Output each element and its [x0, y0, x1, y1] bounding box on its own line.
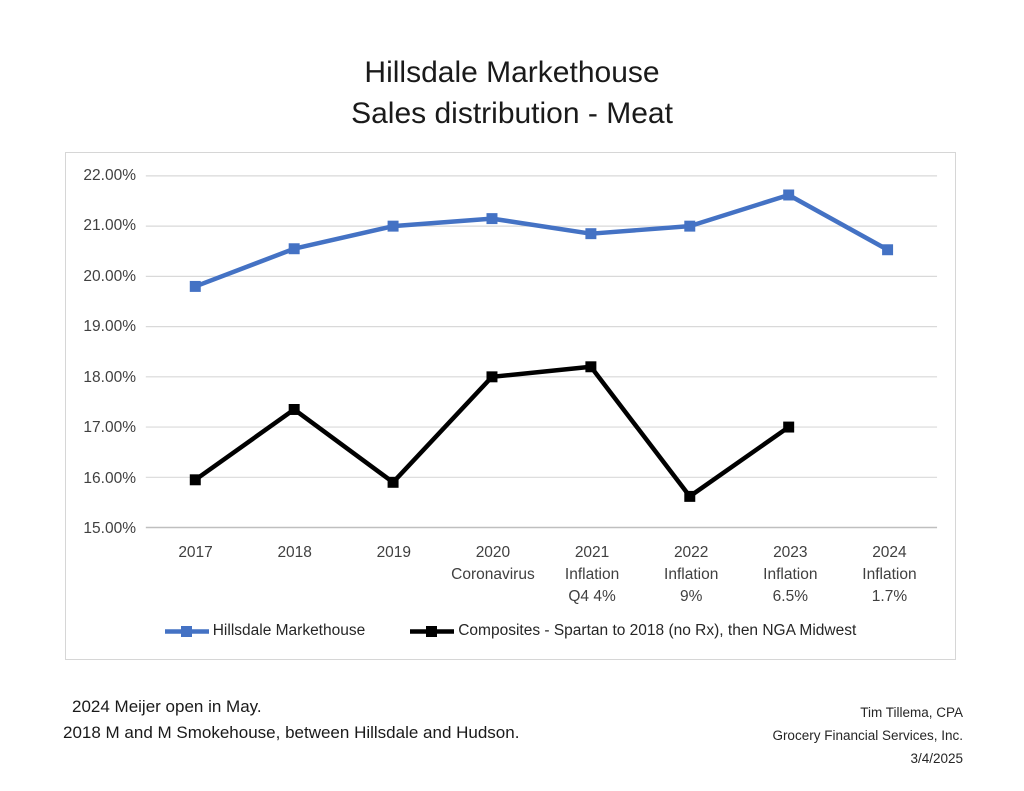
data-point-marker	[585, 361, 597, 373]
x-tick-label: 2023 Inflation 6.5%	[763, 544, 818, 605]
data-point-marker	[189, 474, 201, 486]
chart-title: Hillsdale Markethouse Sales distribution…	[0, 52, 1024, 134]
y-tick-label: 20.00%	[83, 267, 136, 285]
y-tick-label: 19.00%	[83, 318, 136, 336]
attribution-company: Grocery Financial Services, Inc.	[772, 728, 963, 743]
legend-label-composites: Composites - Spartan to 2018 (no Rx), th…	[458, 622, 857, 639]
data-point-marker	[783, 189, 795, 201]
y-tick-label: 18.00%	[83, 368, 136, 386]
y-tick-label: 17.00%	[83, 419, 136, 437]
data-point-marker	[288, 243, 300, 255]
data-point-marker	[288, 404, 300, 415]
legend: Hillsdale Markethouse Composites - Spart…	[66, 617, 955, 645]
attribution: Tim Tillema, CPA Grocery Financial Servi…	[772, 701, 963, 770]
data-point-marker	[783, 421, 795, 433]
data-point-marker	[189, 280, 201, 292]
x-tick-label: 2018	[277, 544, 312, 561]
x-tick-label: 2019	[376, 544, 412, 561]
x-tick-label: 2017	[178, 544, 213, 561]
footnote-line2: 2018 M and M Smokehouse, between Hillsda…	[63, 722, 520, 742]
attribution-date: 3/4/2025	[910, 751, 963, 766]
data-point-marker	[684, 220, 696, 232]
data-point-marker	[684, 490, 696, 502]
data-point-marker	[585, 228, 597, 240]
data-point-marker	[882, 244, 894, 256]
legend-line-square-icon	[410, 625, 455, 637]
chart-area: 22.00% 21.00% 20.00% 19.00% 18.00% 17.00% 16.0…	[65, 152, 956, 660]
legend-label-hillsdale: Hillsdale Markethouse	[212, 622, 366, 639]
legend-entry-hillsdale: Hillsdale Markethouse	[164, 622, 366, 640]
data-point-marker	[486, 371, 498, 383]
x-tick-label: 2022 Inflation 9%	[664, 544, 719, 605]
data-point-marker	[486, 213, 498, 225]
data-point-marker	[387, 476, 399, 488]
x-tick-label: 2024 Inflation 1.7%	[862, 544, 917, 605]
y-tick-label: 15.00%	[83, 520, 136, 537]
y-tick-label: 22.00%	[83, 167, 136, 184]
x-tick-label: 2020 Coronavirus	[451, 544, 535, 583]
y-tick-label: 21.00%	[83, 217, 136, 235]
legend-entry-composites: Composites - Spartan to 2018 (no Rx), th…	[410, 622, 856, 640]
legend-line-square-icon	[164, 625, 209, 637]
y-tick-label: 16.00%	[83, 469, 136, 487]
x-tick-label: 2021 Inflation Q4 4%	[564, 544, 620, 605]
attribution-name: Tim Tillema, CPA	[860, 705, 963, 720]
x-axis-labels: 2017 2018 2019 2020 Coronavirus 2021 Inflation…	[66, 542, 955, 614]
footnote-line1: 2024 Meijer open in May.	[72, 697, 262, 716]
data-point-marker	[387, 220, 399, 232]
footnotes: 2024 Meijer open in May. 2018 M and M Sm…	[63, 694, 519, 745]
chart-title-line1: Hillsdale Markethouse	[364, 56, 660, 89]
plot-canvas	[145, 175, 938, 529]
chart-title-line2: Sales distribution - Meat	[351, 97, 673, 130]
series-line-0	[193, 192, 890, 289]
